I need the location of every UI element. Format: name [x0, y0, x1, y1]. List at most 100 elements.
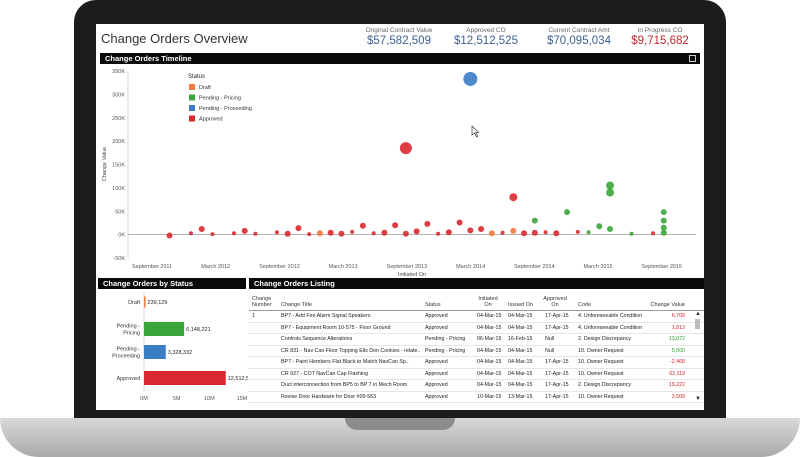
timeline-point[interactable]: [392, 222, 399, 229]
status-value-label: 3,328,332: [168, 350, 192, 356]
col-change-number[interactable]: Change Number: [252, 296, 272, 308]
cell-status: Approved: [425, 382, 448, 388]
col-change-value[interactable]: Change Value: [650, 302, 685, 308]
timeline-point[interactable]: [467, 227, 474, 234]
table-scrollbar[interactable]: ▲ ▼: [694, 310, 702, 403]
timeline-point[interactable]: [307, 232, 312, 237]
timeline-point[interactable]: [629, 231, 634, 236]
legend-item[interactable]: Draft: [199, 85, 211, 91]
timeline-point[interactable]: [660, 229, 667, 236]
timeline-point[interactable]: [660, 209, 667, 216]
col-change-title[interactable]: Change Title: [281, 302, 312, 308]
timeline-point[interactable]: [463, 71, 478, 86]
timeline-point[interactable]: [274, 230, 279, 235]
status-category-label: Pending -: [116, 324, 140, 330]
timeline-point[interactable]: [241, 227, 248, 234]
timeline-point[interactable]: [500, 230, 505, 235]
timeline-point[interactable]: [413, 228, 420, 235]
table-row[interactable]: CR 831 - Nav Can Floor Topping Ells Don …: [249, 346, 704, 357]
timeline-point[interactable]: [510, 227, 517, 234]
scroll-up-icon[interactable]: ▲: [695, 311, 701, 317]
status-bar[interactable]: [144, 371, 226, 385]
table-row[interactable]: Duct interconnection from BP5 to BP 7 in…: [249, 380, 704, 392]
timeline-point[interactable]: [402, 230, 409, 237]
status-category-label: Approved: [116, 376, 140, 382]
timeline-point[interactable]: [564, 209, 571, 216]
col-initiated-on[interactable]: Initiated On: [478, 296, 498, 308]
cell-status: Pending - Pricing: [425, 336, 466, 342]
timeline-point[interactable]: [456, 219, 463, 226]
col-issued-on[interactable]: Issued On: [508, 302, 534, 308]
cell-approved-on: 17-Apr-15: [545, 324, 569, 331]
timeline-point[interactable]: [531, 229, 538, 236]
timeline-point[interactable]: [436, 231, 441, 236]
timeline-point[interactable]: [660, 224, 667, 231]
table-row[interactable]: Controls Sequence Alterations Pending - P…: [249, 334, 704, 346]
timeline-point[interactable]: [188, 231, 193, 236]
expand-icon[interactable]: [689, 55, 696, 62]
table-row[interactable]: Revise Door Hardware for Door #09-563 App…: [249, 392, 704, 403]
timeline-point[interactable]: [531, 217, 538, 224]
timeline-point[interactable]: [575, 229, 580, 234]
col-code[interactable]: Code: [578, 302, 592, 308]
timeline-point[interactable]: [553, 230, 560, 237]
cell-status: Approved: [425, 313, 448, 319]
change-orders-table: Change Number Change Title Status Initia…: [249, 291, 704, 403]
timeline-point[interactable]: [478, 226, 485, 233]
timeline-point[interactable]: [284, 230, 291, 237]
scroll-down-icon[interactable]: ▼: [695, 396, 701, 402]
timeline-point[interactable]: [607, 226, 614, 233]
timeline-point[interactable]: [371, 231, 376, 236]
timeline-point[interactable]: [338, 230, 345, 237]
timeline-point[interactable]: [424, 220, 431, 227]
timeline-point[interactable]: [660, 217, 667, 224]
timeline-point[interactable]: [381, 229, 388, 236]
legend-item[interactable]: Approved: [199, 117, 223, 123]
timeline-point[interactable]: [399, 142, 412, 155]
col-status[interactable]: Status: [425, 302, 441, 308]
timeline-point[interactable]: [509, 193, 518, 202]
cell-issued-on: 13-Mar-15: [508, 393, 533, 400]
timeline-point[interactable]: [651, 231, 656, 236]
timeline-point[interactable]: [295, 225, 302, 232]
status-x-tick: 10M: [204, 396, 215, 402]
timeline-point[interactable]: [210, 232, 215, 237]
cell-initiated-on: 04-Mar-15: [477, 347, 502, 354]
cell-change-title: Duct interconnection from BP5 to BP 7 in…: [281, 382, 408, 388]
timeline-point[interactable]: [521, 230, 528, 237]
cell-change-title: CR 831 - Nav Can Floor Topping Ells Don …: [281, 347, 421, 354]
timeline-point[interactable]: [359, 222, 366, 229]
status-bar[interactable]: [144, 345, 166, 359]
legend-item[interactable]: Pending - Pricing: [199, 96, 241, 102]
status-category-label: Proceeding: [112, 354, 140, 360]
timeline-point[interactable]: [327, 229, 334, 236]
y-tick-label: -50K: [113, 256, 125, 262]
x-tick-label: September 2011: [132, 264, 172, 270]
timeline-point[interactable]: [198, 226, 205, 233]
legend-item[interactable]: Pending - Proceeding: [199, 106, 252, 112]
timeline-point[interactable]: [445, 229, 452, 236]
table-row[interactable]: BP7 - Equipment Room 10-575 - Floor Grou…: [249, 323, 704, 334]
timeline-point[interactable]: [606, 181, 615, 190]
table-row[interactable]: CR 927 - COT NavCan Cap Flashing Approved…: [249, 369, 704, 380]
timeline-point[interactable]: [253, 231, 258, 236]
table-row[interactable]: 1 BP7 - Add Fire Alarm Signal Speakers App…: [249, 311, 704, 323]
timeline-point[interactable]: [231, 231, 236, 236]
cell-code: 2. Design Discrepancy: [578, 336, 631, 342]
timeline-point[interactable]: [586, 230, 591, 235]
timeline-point[interactable]: [350, 229, 355, 234]
timeline-point[interactable]: [596, 223, 603, 230]
timeline-point[interactable]: [543, 230, 548, 235]
timeline-point[interactable]: [606, 188, 615, 197]
timeline-point[interactable]: [166, 232, 173, 239]
cell-initiated-on: 04-Mar-15: [477, 359, 502, 365]
kpi-label: Current Contract Amt: [548, 27, 610, 34]
status-bar[interactable]: [144, 296, 146, 308]
timeline-point[interactable]: [488, 230, 495, 237]
timeline-point[interactable]: [316, 230, 323, 237]
table-row[interactable]: BP7 - Paint Hembers Flat Black to Match …: [249, 357, 704, 369]
status-bar[interactable]: [144, 322, 185, 336]
scroll-thumb[interactable]: [695, 319, 700, 329]
cell-change-value: -2,468: [669, 359, 685, 365]
col-approved-on[interactable]: Approved On: [543, 296, 567, 308]
